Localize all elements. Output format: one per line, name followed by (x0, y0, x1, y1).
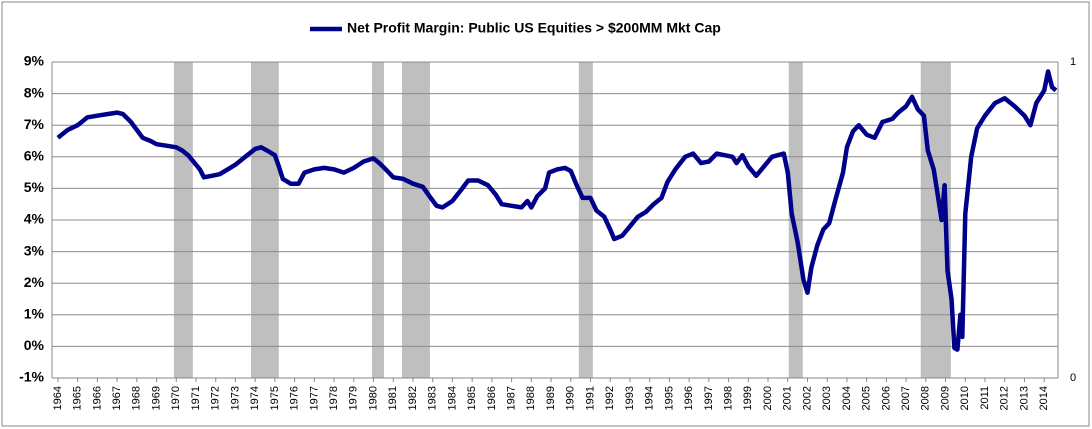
y-tick-label: 5% (24, 179, 45, 195)
x-tick-label: 2003 (821, 386, 833, 410)
x-tick-label: 2014 (1038, 386, 1050, 410)
y-tick-label: 3% (24, 242, 45, 258)
x-tick-label: 1990 (565, 386, 577, 410)
x-tick-label: 1970 (170, 386, 182, 410)
x-tick-label: 2004 (841, 386, 853, 410)
x-tick-label: 1971 (190, 386, 202, 410)
x-tick-label: 1996 (683, 386, 695, 410)
x-tick-label: 2013 (1018, 386, 1030, 410)
x-tick-label: 2011 (979, 386, 991, 410)
x-tick-label: 1969 (150, 386, 162, 410)
x-tick-label: 2005 (861, 386, 873, 410)
x-tick-label: 2008 (920, 386, 932, 410)
y-tick-label: 4% (24, 211, 45, 227)
y-tick-label: 0% (24, 337, 45, 353)
x-tick-label: 2001 (782, 386, 794, 410)
x-tick-label: 1979 (348, 386, 360, 410)
y-tick-label: 2% (24, 274, 45, 290)
line-series (56, 69, 1058, 352)
x-tick-label: 1978 (328, 386, 340, 410)
y2-tick-label: 1 (1070, 56, 1076, 68)
x-tick-label: 1993 (624, 386, 636, 410)
y-tick-label: -1% (19, 369, 44, 385)
x-tick-label: 2002 (801, 386, 813, 410)
x-tick-label: 1991 (584, 386, 596, 410)
x-tick-label: 1973 (229, 386, 241, 410)
x-tick-label: 1974 (249, 386, 261, 410)
x-tick-label: 1981 (387, 386, 399, 410)
x-tick-label: 2012 (999, 386, 1011, 410)
x-tick-label: 1987 (506, 386, 518, 410)
y2-tick-label: 0 (1070, 372, 1076, 384)
x-tick-label: 1964 (52, 386, 64, 410)
x-tick-label: 1972 (210, 386, 222, 410)
x-tick-label: 1982 (407, 386, 419, 410)
x-tick-label: 1975 (269, 386, 281, 410)
x-tick-label: 1992 (604, 386, 616, 410)
x-tick-label: 1997 (703, 386, 715, 410)
x-tick-label: 1967 (111, 386, 123, 410)
x-tick-label: 1985 (466, 386, 478, 410)
y-tick-label: 8% (24, 84, 45, 100)
x-tick-label: 1984 (446, 386, 458, 410)
legend-label: Net Profit Margin: Public US Equities > … (347, 20, 721, 36)
x-tick-label: 1998 (722, 386, 734, 410)
x-tick-label: 2007 (900, 386, 912, 410)
x-tick-label: 1994 (644, 386, 656, 410)
x-tick-label: 1976 (289, 386, 301, 410)
x-tick-label: 1989 (545, 386, 557, 410)
x-tick-label: 1988 (525, 386, 537, 410)
x-tick-label: 1968 (131, 386, 143, 410)
x-tick-label: 2009 (939, 386, 951, 410)
x-tick-label: 2006 (880, 386, 892, 410)
x-tick-label: 1986 (486, 386, 498, 410)
x-tick-label: 1977 (308, 386, 320, 410)
x-tick-label: 1966 (91, 386, 103, 410)
x-tick-label: 1983 (427, 386, 439, 410)
y-tick-label: 1% (24, 306, 45, 322)
x-tick-label: 1995 (663, 386, 675, 410)
y-tick-label: 9% (24, 53, 45, 69)
y-tick-label: 7% (24, 116, 45, 132)
x-tick-label: 1999 (742, 386, 754, 410)
x-tick-label: 1965 (72, 386, 84, 410)
y-tick-label: 6% (24, 148, 45, 164)
x-tick-label: 2010 (959, 386, 971, 410)
x-tick-label: 2000 (762, 386, 774, 410)
x-tick-label: 1980 (367, 386, 379, 410)
